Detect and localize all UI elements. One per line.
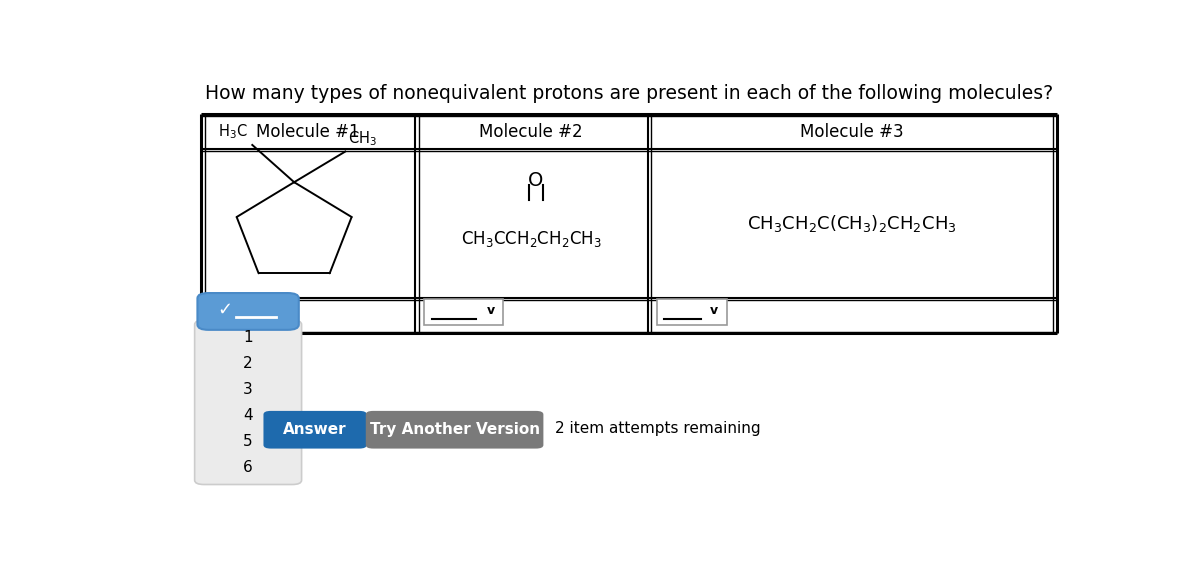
Text: O: O — [528, 171, 544, 191]
FancyBboxPatch shape — [264, 411, 367, 448]
Text: ✓: ✓ — [217, 301, 233, 319]
Text: CH$_3$CH$_2$C(CH$_3$)$_2$CH$_2$CH$_3$: CH$_3$CH$_2$C(CH$_3$)$_2$CH$_2$CH$_3$ — [748, 213, 958, 234]
Bar — [656, 299, 727, 324]
Text: H$_3$C: H$_3$C — [218, 122, 247, 141]
Bar — [425, 299, 504, 324]
Text: 5: 5 — [244, 434, 253, 449]
FancyBboxPatch shape — [194, 320, 301, 485]
Text: 1: 1 — [244, 330, 253, 345]
Text: v: v — [709, 304, 718, 317]
Text: 4: 4 — [244, 408, 253, 423]
Text: 2 item attempts remaining: 2 item attempts remaining — [554, 421, 760, 436]
FancyBboxPatch shape — [198, 293, 299, 330]
Text: 2: 2 — [244, 356, 253, 371]
Text: CH$_3$: CH$_3$ — [348, 129, 377, 148]
Text: How many types of nonequivalent protons are present in each of the following mol: How many types of nonequivalent protons … — [205, 84, 1054, 102]
Text: v: v — [486, 304, 494, 317]
FancyBboxPatch shape — [366, 411, 544, 448]
Text: Molecule #1: Molecule #1 — [257, 123, 360, 141]
Text: Answer: Answer — [283, 422, 347, 437]
Text: CH$_3$CCH$_2$CH$_2$CH$_3$: CH$_3$CCH$_2$CH$_2$CH$_3$ — [461, 229, 601, 249]
Text: Try Another Version: Try Another Version — [370, 422, 540, 437]
Text: Molecule #3: Molecule #3 — [800, 123, 904, 141]
Text: 3: 3 — [244, 382, 253, 397]
Text: 6: 6 — [244, 460, 253, 475]
Text: Molecule #2: Molecule #2 — [480, 123, 583, 141]
